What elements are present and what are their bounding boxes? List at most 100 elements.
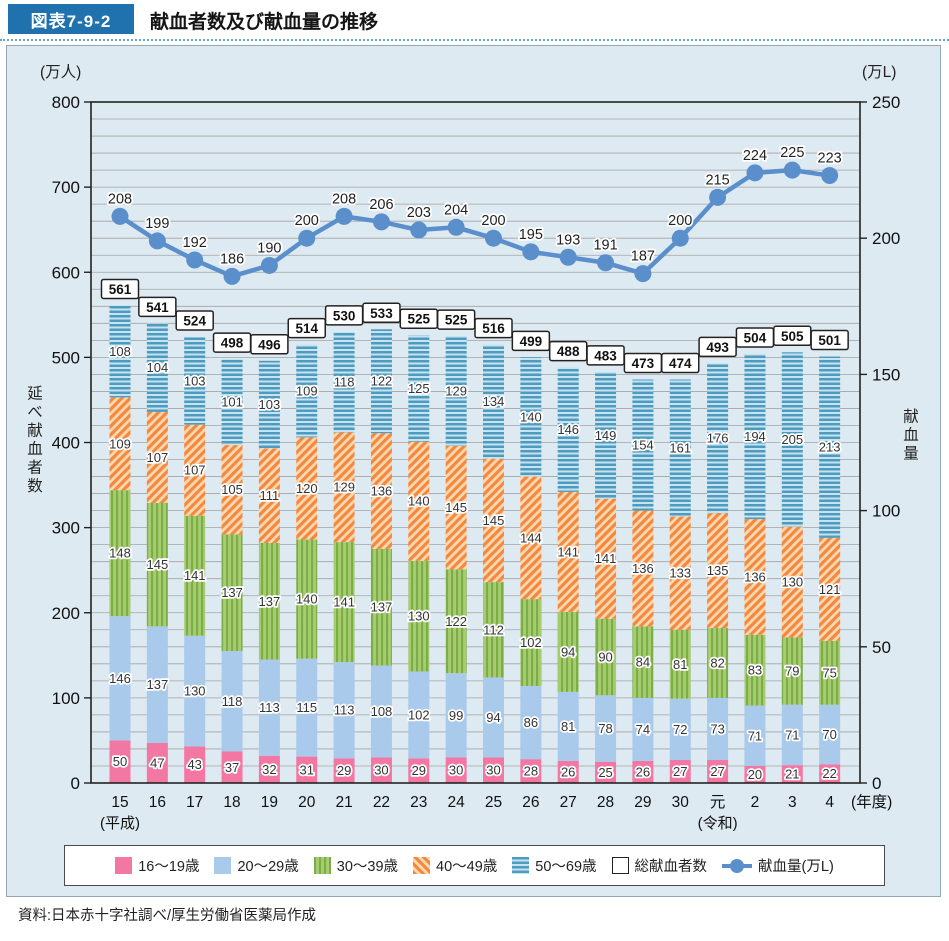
total-value-label: 525 xyxy=(445,313,468,328)
bar-segment xyxy=(408,560,430,672)
segment-value-label: 113 xyxy=(259,700,280,715)
x-axis-labels: 15 16 17 18 19 20 21 22 23 24 25 26 27 28 29 30 元 2 3 4(平成)… xyxy=(100,793,892,832)
line-value-label: 199 xyxy=(145,216,169,232)
line-marker xyxy=(671,229,689,247)
legend-label: 50〜69歳 xyxy=(535,859,597,875)
segment-value-label: 107 xyxy=(146,450,168,465)
bar-segment xyxy=(557,491,579,612)
segment-value-label: 129 xyxy=(333,480,355,495)
line-value-label: 204 xyxy=(444,202,468,218)
legend-label: 総献血者数 xyxy=(634,859,708,875)
segment-value-label: 137 xyxy=(146,677,168,692)
segment-value-label: 134 xyxy=(483,394,505,409)
segment-value-label: 118 xyxy=(334,375,355,390)
line-marker xyxy=(485,229,502,247)
segment-value-label: 103 xyxy=(184,373,206,388)
segment-value-label: 115 xyxy=(296,700,317,715)
bar-segment xyxy=(258,755,280,783)
right-axis-tick-label: 150 xyxy=(872,365,900,384)
line-marker xyxy=(821,167,839,185)
segment-value-label: 29 xyxy=(337,763,351,778)
segment-value-label: 43 xyxy=(187,757,201,772)
bar-segment xyxy=(819,704,841,765)
bar-segment xyxy=(109,616,131,741)
bar-segment xyxy=(557,367,579,492)
bar-segment xyxy=(296,344,318,438)
bar-segment xyxy=(146,502,168,627)
left-axis-tick-label: 200 xyxy=(52,604,80,623)
segment-value-label: 137 xyxy=(259,594,281,609)
legend-item: 献血量(万L) xyxy=(722,855,834,876)
x-tick-label: 2 xyxy=(751,794,760,811)
segment-value-label: 30 xyxy=(486,763,500,778)
bar-segment xyxy=(557,760,579,783)
segment-value-label: 75 xyxy=(822,665,836,680)
bar-segment xyxy=(819,764,841,783)
segment-value-label: 111 xyxy=(260,488,280,503)
x-tick-label: 元 xyxy=(710,794,726,811)
left-axis-tick-label: 0 xyxy=(71,774,80,793)
bar-segment xyxy=(595,371,617,499)
total-value-box xyxy=(810,329,849,351)
total-value-label: 505 xyxy=(781,329,804,344)
bar-segment xyxy=(595,498,617,619)
x-tick-label: 21 xyxy=(335,794,352,811)
total-value-label: 493 xyxy=(706,340,729,355)
segment-value-label: 112 xyxy=(483,622,504,637)
line-value-label: 191 xyxy=(593,238,617,254)
segment-value-label: 74 xyxy=(636,722,650,737)
segment-value-label: 71 xyxy=(748,728,762,743)
segment-value-label: 101 xyxy=(221,395,243,410)
left-axis-tick-label: 100 xyxy=(52,689,80,708)
bar-segment xyxy=(370,329,392,434)
segment-value-label: 176 xyxy=(707,431,729,446)
legend-label: 16〜19歳 xyxy=(138,859,200,875)
bar-segment xyxy=(557,611,579,692)
x-tick-label: 16 xyxy=(149,794,166,811)
bar-segment xyxy=(819,356,841,538)
segment-value-label: 129 xyxy=(445,383,467,398)
total-value-box xyxy=(511,330,551,352)
line-value-label: 206 xyxy=(369,197,393,213)
chart-legend: 16〜19歳 20〜29歳 30〜39歳 40〜49歳 50〜69歳 総献血者数 献血量(万… xyxy=(64,845,885,886)
line-value-label: 203 xyxy=(407,205,431,221)
line-value-label: 193 xyxy=(556,232,580,248)
legend-item: 30〜39歳 xyxy=(313,855,398,876)
bar-segment xyxy=(333,432,355,543)
bar-segment xyxy=(258,542,280,660)
figure-number-badge: 図表7-9-2 xyxy=(8,4,134,34)
segment-value-label: 50 xyxy=(113,754,127,769)
figure-title: 献血者数及び献血量の推移 xyxy=(150,12,379,33)
segment-value-label: 25 xyxy=(598,765,612,780)
line-marker xyxy=(522,243,540,261)
bar-segment xyxy=(744,634,766,706)
segment-value-label: 72 xyxy=(673,722,687,737)
bar-segment xyxy=(408,758,430,783)
segment-value-label: 136 xyxy=(632,561,654,576)
legend-item: 50〜69歳 xyxy=(512,855,597,876)
x-tick-label: 30 xyxy=(672,794,690,811)
segment-value-label: 81 xyxy=(673,657,687,672)
bar-segment xyxy=(520,357,542,477)
segment-value-label: 104 xyxy=(146,360,168,375)
bar-segment xyxy=(781,704,803,766)
segment-value-label: 125 xyxy=(408,381,430,396)
legend-label: 20〜29歳 xyxy=(237,859,299,875)
segment-value-label: 144 xyxy=(520,530,542,545)
segment-value-label: 22 xyxy=(822,766,836,781)
segment-value-label: 79 xyxy=(785,664,799,679)
line-marker xyxy=(783,161,801,179)
segment-value-label: 113 xyxy=(334,703,355,718)
line-value-label: 200 xyxy=(481,213,505,229)
segment-value-label: 99 xyxy=(449,708,463,723)
segment-value-label: 133 xyxy=(669,566,691,581)
bar-segment xyxy=(744,765,766,783)
segment-value-label: 83 xyxy=(748,663,762,678)
line-value-label: 215 xyxy=(705,172,729,188)
bar-segment xyxy=(445,445,467,570)
total-value-label: 498 xyxy=(221,336,244,351)
bar-segment xyxy=(109,305,131,398)
bar-segment xyxy=(520,685,542,760)
line-value-label: 223 xyxy=(818,151,842,167)
segment-value-label: 130 xyxy=(408,609,430,624)
